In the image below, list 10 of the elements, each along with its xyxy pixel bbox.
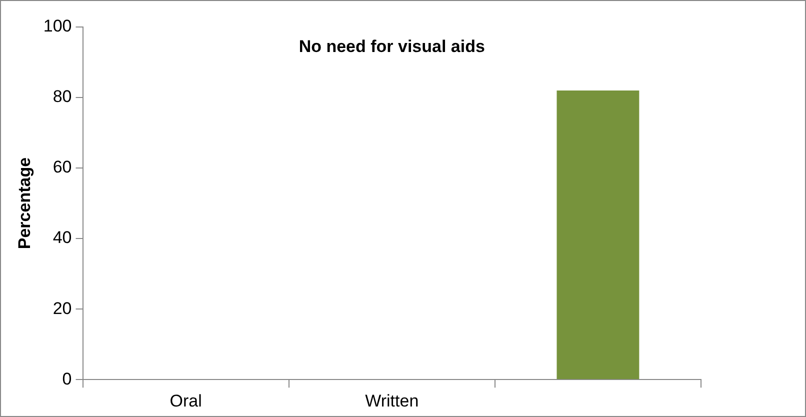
text: No need for visual aids xyxy=(298,37,485,56)
y-tick-label: 80 xyxy=(52,87,72,106)
x-tick-label: Oral xyxy=(170,391,202,410)
y-tick-label: 40 xyxy=(52,228,72,248)
y-tick-label: 100 xyxy=(43,16,72,36)
y-tick-label: 60 xyxy=(52,158,72,177)
y-axis-title: Percentage xyxy=(14,157,34,250)
y-tick-label: 20 xyxy=(52,298,72,318)
x-tick-label: Written xyxy=(365,391,419,410)
y-tick-label: 0 xyxy=(62,369,72,388)
